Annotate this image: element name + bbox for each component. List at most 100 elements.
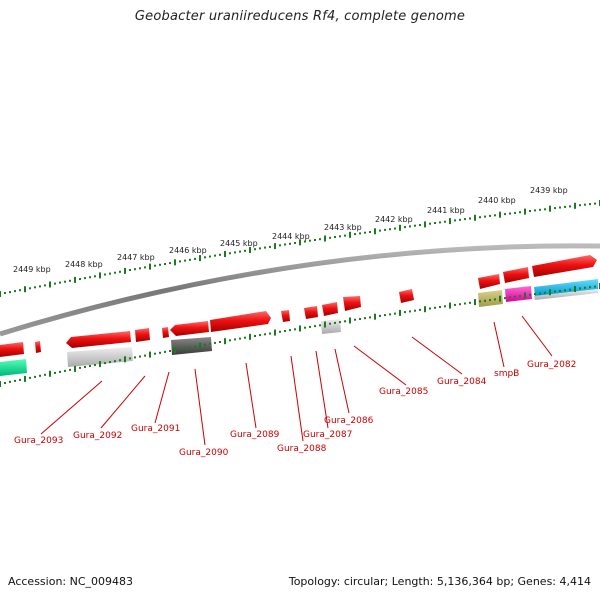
gene-feature [135,328,150,342]
minor-tick [59,281,61,284]
minor-tick [59,370,61,373]
major-tick [474,214,476,221]
major-tick [474,299,476,306]
minor-tick [579,204,581,207]
gene-feature [162,327,169,338]
minor-tick [189,258,191,261]
minor-tick [154,352,156,355]
minor-tick [14,379,16,382]
gene-label: Gura_2082 [527,360,576,370]
major-tick [499,295,501,302]
minor-tick [354,233,356,236]
major-tick [99,272,101,279]
major-tick [424,221,426,228]
minor-tick [169,262,171,265]
minor-tick [304,240,306,243]
minor-tick [289,329,291,332]
minor-tick [109,361,111,364]
minor-tick [584,203,586,206]
minor-tick [564,289,566,292]
gene-feature [66,331,131,348]
minor-tick [309,239,311,242]
minor-tick [19,289,21,292]
minor-tick [259,247,261,250]
gene-feature [534,289,598,300]
major-tick [224,338,226,345]
major-tick [449,218,451,225]
minor-tick [54,282,56,285]
outer-scale-ruler [0,200,600,297]
minor-tick [109,272,111,275]
minor-tick [29,376,31,379]
minor-tick [64,369,66,372]
major-tick [374,313,376,320]
major-tick [324,235,326,242]
minor-tick [539,292,541,295]
scale-label: 2443 kbp [324,223,362,232]
genome-title: Geobacter uraniireducens Rf4, complete g… [134,9,466,24]
gene-feature [399,289,414,303]
major-tick [524,292,526,299]
major-tick [399,309,401,316]
minor-tick [4,292,6,294]
major-tick [424,306,426,313]
minor-tick [454,303,456,306]
minor-tick [44,284,46,287]
inner-scale-ruler [0,283,600,387]
major-tick [0,381,1,387]
minor-tick [509,212,511,215]
minor-tick [114,271,116,274]
minor-tick [484,215,486,218]
major-tick [174,347,176,353]
major-tick [399,224,401,231]
major-tick [549,205,551,212]
gene-feature [478,290,503,307]
minor-tick [184,347,186,350]
major-tick [449,302,451,309]
minor-tick [194,257,196,260]
minor-tick [204,343,206,346]
minor-tick [344,320,346,323]
minor-tick [504,213,506,216]
minor-tick [434,222,436,224]
major-tick [524,208,526,215]
major-tick [199,255,201,262]
minor-tick [439,221,441,224]
minor-tick [234,251,236,254]
gene-label: Gura_2087 [303,430,352,440]
gene-feature [304,306,318,319]
minor-tick [364,231,366,234]
major-tick [324,321,326,328]
minor-tick [244,336,246,339]
minor-tick [54,371,56,374]
minor-tick [94,275,96,278]
minor-tick [569,288,571,291]
gene-label: Gura_2089 [230,430,280,440]
minor-tick [389,228,391,231]
minor-tick [559,206,561,209]
gene-label: Gura_2085 [379,387,428,397]
minor-tick [29,287,31,290]
gene-feature [210,311,271,332]
minor-tick [414,224,416,227]
minor-tick [334,236,336,238]
minor-tick [529,293,531,296]
minor-tick [169,350,171,352]
major-tick [574,202,576,209]
minor-tick [584,286,586,289]
minor-tick [519,211,521,214]
minor-tick [554,290,556,293]
gene-feature [67,347,133,367]
minor-tick [239,337,241,340]
minor-tick [139,267,141,270]
minor-tick [439,306,441,308]
major-tick [549,289,551,296]
minor-tick [254,335,256,337]
minor-tick [504,297,506,300]
minor-tick [419,224,421,227]
minor-tick [144,266,146,269]
minor-tick [514,211,516,214]
gene-label: Gura_2090 [179,448,229,458]
minor-tick [239,250,241,253]
minor-tick [579,287,581,290]
